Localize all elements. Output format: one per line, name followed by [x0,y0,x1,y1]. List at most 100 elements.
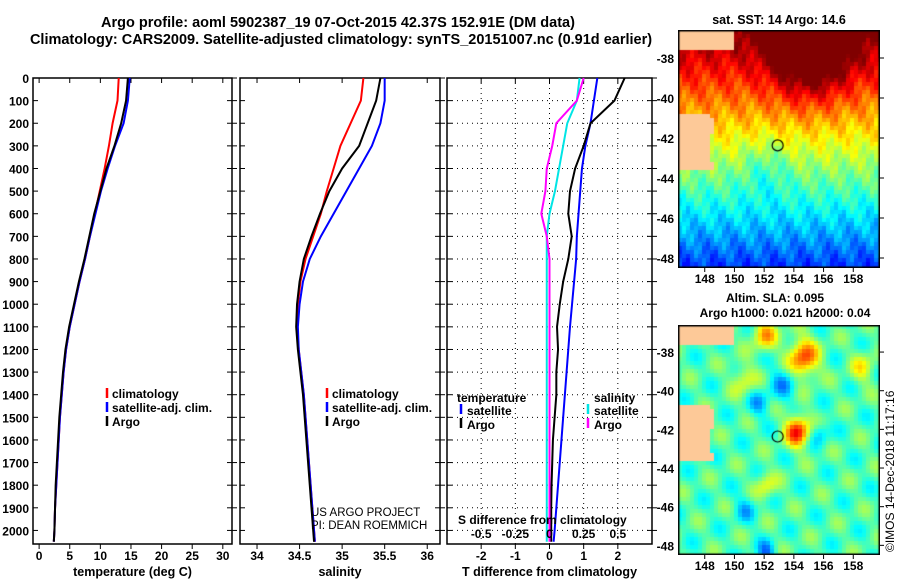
series-line-salinity-satellite [545,77,581,542]
legend-label: satellite-adj. clim. [332,401,432,415]
s-tick-label: 0 [546,527,553,541]
series-line-climatology [296,77,365,542]
sla-map-title: Altim. SLA: 0.095 [726,291,824,305]
x-axis-label: salinity [318,565,361,579]
depth-tick-label: 1800 [2,479,29,493]
x-tick-label: 35.5 [373,549,397,563]
legend-label: Argo [594,418,622,432]
map-lat-label: -38 [657,346,675,360]
sst-map-image [678,30,880,268]
map-lon-label: 154 [784,272,804,286]
title-line-2: Climatology: CARS2009. Satellite-adjuste… [30,32,652,48]
x-tick-label: -2 [476,549,487,563]
map-lon-label: 152 [754,559,774,573]
legend-title-salinity: salinity [594,391,636,405]
depth-tick-label: 1300 [2,366,29,380]
depth-tick-label: 600 [9,208,29,222]
s-tick-label: -0.5 [471,527,492,541]
depth-tick-label: 700 [9,230,29,244]
depth-tick-label: 1500 [2,411,29,425]
depth-tick-label: 300 [9,140,29,154]
map-lat-label: -42 [657,132,675,146]
depth-tick-label: 0 [22,72,29,86]
x-tick-label: 36 [421,549,435,563]
depth-tick-label: 200 [9,117,29,131]
legend-label: Argo [112,415,140,429]
x-tick-label: 34 [250,549,264,563]
series-line-satellite-adj-clim- [52,77,131,542]
x-tick-label: 0 [546,549,553,563]
depth-tick-label: 1000 [2,298,29,312]
map-lat-label: -44 [657,462,675,476]
depth-tick-label: 1100 [3,321,29,335]
series-line-salinity-argo [540,77,585,542]
x-tick-label: 0 [36,549,43,563]
s-tick-label: 0.5 [609,527,626,541]
depth-tick-label: 1200 [2,343,29,357]
map-lat-label: -40 [657,92,675,106]
map-lon-label: 154 [784,559,804,573]
depth-tick-label: 900 [9,276,29,290]
s-tick-label: 0.25 [572,527,596,541]
x-tick-label: -1 [510,549,521,563]
series-line-climatology [52,77,120,542]
sst-map-title: sat. SST: 14 Argo: 14.6 [712,13,846,27]
map-lon-label: 148 [695,559,715,573]
depth-tick-label: 1700 [2,457,29,471]
legend-label: satellite-adj. clim. [112,401,212,415]
x-tick-label: 20 [155,549,169,563]
map-lat-label: -44 [657,172,675,186]
x-axis-label: T difference from climatology [462,565,637,579]
legend-label: climatology [112,387,179,401]
depth-tick-label: 2000 [2,524,29,538]
x-tick-label: 15 [124,549,138,563]
legend-label: climatology [332,387,399,401]
depth-tick-label: 1600 [2,434,29,448]
project-annotation: PI: DEAN ROEMMICH [311,520,427,532]
x-tick-label: 25 [186,549,200,563]
series-line-temperature-satellite [552,77,599,542]
map-lat-label: -40 [657,385,675,399]
map-lon-label: 156 [814,559,834,573]
x-tick-label: 35 [335,549,349,563]
depth-tick-label: 400 [9,162,29,176]
map-lon-label: 152 [754,272,774,286]
legend-title-temperature: temperature [457,391,527,405]
series-line-argo [295,77,382,542]
s-tick-label: -0.25 [502,527,530,541]
map-lat-label: -46 [657,212,675,226]
title-line-1: Argo profile: aoml 5902387_19 07-Oct-201… [101,15,575,31]
x-tick-label: 5 [66,549,73,563]
s-axis-label: S difference from climatology [458,513,627,527]
map-lat-label: -48 [657,252,675,266]
legend-label: satellite [594,404,639,418]
map-lon-label: 150 [724,272,744,286]
series-line-argo [52,77,129,542]
series-line-temperature-argo [550,77,626,542]
salinity-plot-frame [239,77,441,545]
map-lon-label: 158 [843,559,863,573]
x-tick-label: 1 [580,549,587,563]
legend-label: Argo [467,418,495,432]
depth-tick-label: 1400 [2,389,29,403]
map-lat-label: -46 [657,501,675,515]
legend-label: satellite [467,404,512,418]
x-axis-label: temperature (deg C) [73,565,192,579]
map-lon-label: 158 [843,272,863,286]
x-tick-label: 34.5 [288,549,312,563]
sla-map-image [678,325,880,555]
x-tick-label: 10 [94,549,108,563]
depth-tick-label: 500 [9,185,29,199]
map-lon-label: 148 [695,272,715,286]
sla-map-subtitle: Argo h1000: 0.021 h2000: 0.04 [700,306,871,320]
x-tick-label: 2 [614,549,621,563]
temperature-plot-frame [32,77,233,545]
depth-tick-label: 100 [9,95,29,109]
depth-tick-label: 1900 [2,502,29,516]
series-line-satellite-adj-clim- [296,78,386,542]
map-lat-label: -48 [657,539,675,553]
legend-label: Argo [332,415,360,429]
depth-tick-label: 800 [9,253,29,267]
